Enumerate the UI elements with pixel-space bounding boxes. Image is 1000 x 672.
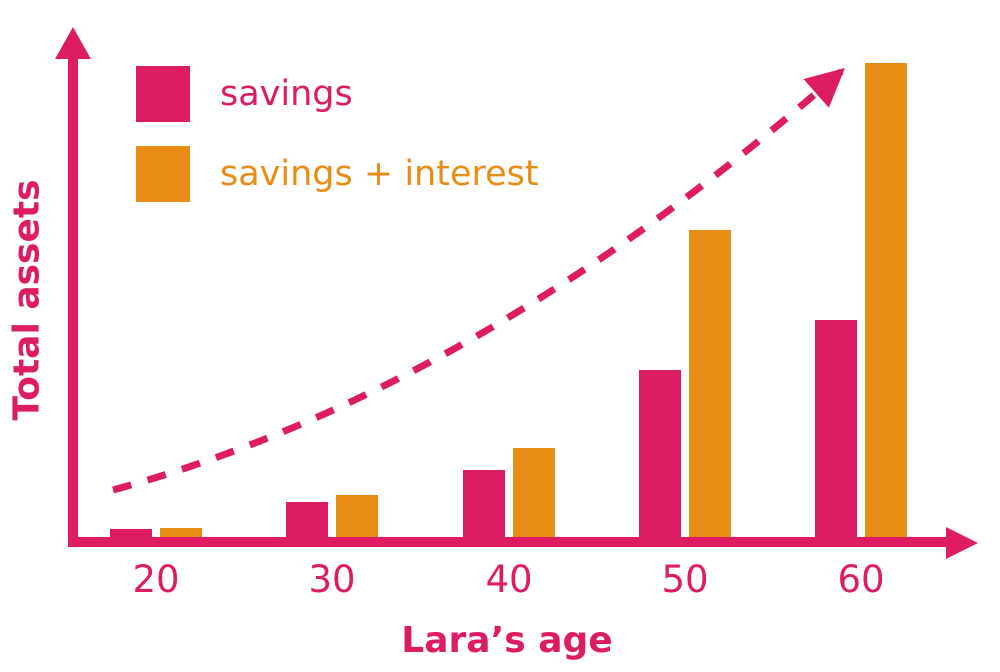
x-tick-label-40: 40: [485, 558, 533, 601]
x-tick-label-50: 50: [661, 558, 709, 601]
y-axis-line: [68, 55, 78, 547]
x-tick-label-30: 30: [308, 558, 356, 601]
bar-savings-interest-40: [513, 448, 555, 537]
bar-savings-interest-30: [336, 495, 378, 537]
bar-savings-interest-60: [865, 63, 907, 537]
bar-savings-interest-20: [160, 528, 202, 537]
bar-savings-interest-50: [689, 230, 731, 537]
x-axis-title: Lara’s age: [401, 620, 613, 661]
x-axis-line: [68, 537, 948, 547]
legend-item-savings: savings: [136, 66, 539, 122]
growth-trend-dashed-arrow: [112, 65, 848, 494]
bar-savings-40: [463, 470, 505, 537]
x-tick-label-20: 20: [132, 558, 180, 601]
y-axis-arrowhead-icon: [55, 27, 91, 59]
bar-savings-30: [286, 502, 328, 537]
bar-savings-50: [639, 370, 681, 537]
bar-series-group: [110, 63, 907, 537]
x-axis-arrowhead-icon: [946, 527, 978, 559]
x-tick-label-60: 60: [837, 558, 885, 601]
legend-swatch-savings-icon: [136, 66, 190, 122]
y-axis-title: Total assets: [6, 179, 48, 421]
legend-label-savings: savings: [220, 73, 353, 114]
bar-savings-20: [110, 529, 152, 537]
bar-savings-60: [815, 320, 857, 537]
legend-item-savings-plus-interest: savings + interest: [136, 146, 539, 202]
legend: savings savings + interest: [136, 66, 539, 226]
legend-label-savings-plus-interest: savings + interest: [220, 153, 539, 194]
legend-swatch-savings-plus-interest-icon: [136, 146, 190, 202]
